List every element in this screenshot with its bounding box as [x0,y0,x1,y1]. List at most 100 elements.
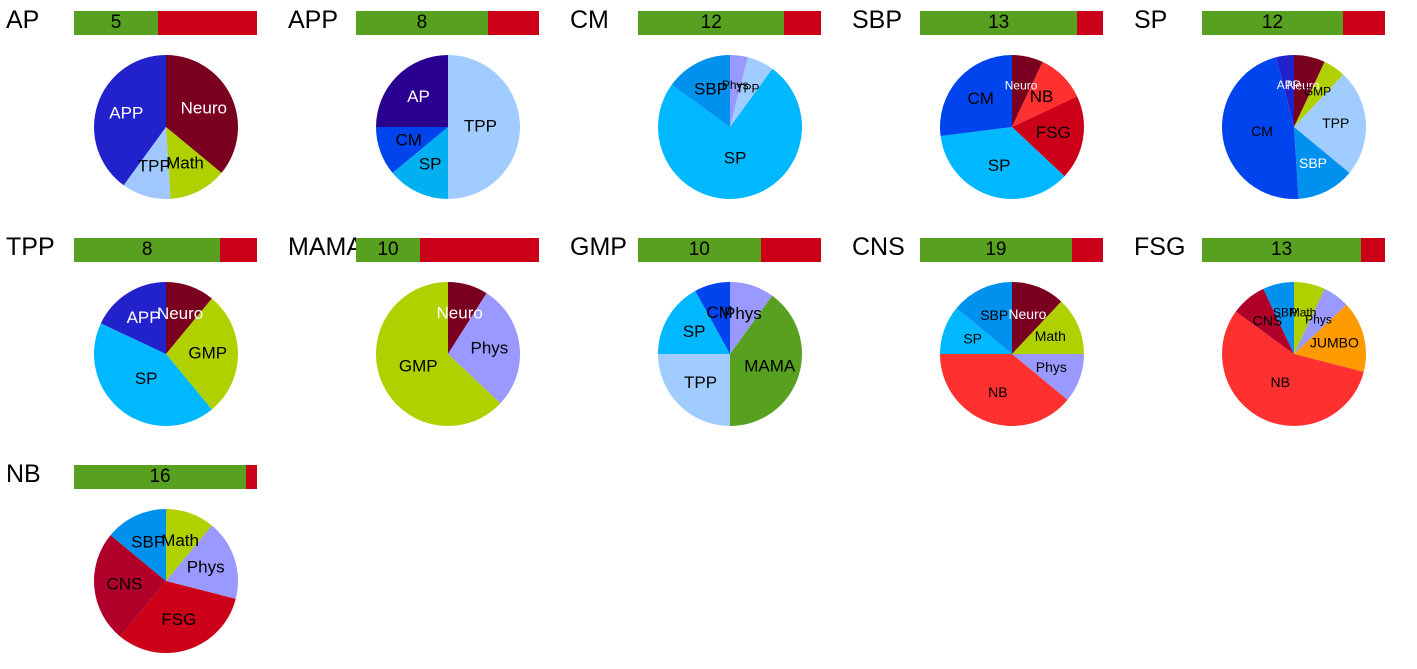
score-bar: 16 [74,465,257,489]
pie-slice [1012,96,1085,177]
chart-title: APP [288,6,339,34]
pie-slice [123,127,171,200]
slice-label: Phys [1305,312,1332,326]
pie-slice [956,282,1012,354]
slice-label: Neuro [181,99,227,118]
slice-label: TPP [464,116,497,135]
score-bar-good: 8 [74,238,221,262]
pie-chart: Neuro Phys GMP [376,282,521,426]
score-bar-good: 12 [638,11,785,35]
slice-label: CM [1251,123,1273,139]
slice-label: APP [109,104,143,123]
slice-label: Neuro [1008,306,1046,322]
slice-label: APP [127,308,161,327]
score-count: 13 [988,12,1010,33]
score-bar-good: 13 [1202,238,1362,262]
slice-label: SP [988,156,1011,175]
pie-slice [1012,282,1062,354]
score-count: 13 [1271,239,1293,260]
slice-label: Phys [1036,359,1067,375]
chart-title: GMP [570,233,627,261]
slice-label: FSG [161,610,196,629]
pie-slice [100,282,166,354]
score-bar-bad [1361,238,1385,262]
slice-label: GMP [399,356,438,375]
pie-slice [940,55,1012,137]
score-bar-good: 19 [920,238,1072,262]
slice-label: APP [1277,78,1301,92]
score-bar: 13 [1202,238,1385,262]
pie-chart: Neuro Math Phys NB SP SBP [940,282,1084,426]
score-bar: 10 [638,238,821,262]
slice-label: Phys [187,558,225,577]
slice-label: Math [161,531,199,550]
score-bar-good: 10 [356,238,421,262]
chart-panel: GMP 10 Phys MAMA TPP SP CM [564,227,834,442]
slice-label: CNS [106,574,142,593]
pie-slice [1294,127,1350,199]
slice-label: Neuro [157,304,203,323]
slice-label: Math [166,154,204,173]
score-count: 16 [149,466,171,487]
pie-slice [671,55,730,127]
pie-slice [730,57,773,128]
slice-label: SP [683,322,706,341]
pie-slice [1012,61,1078,127]
pie-slice [940,308,1012,354]
pie-slice [1235,288,1294,354]
score-bar-good: 5 [74,11,159,35]
slice-label: CM [967,89,993,108]
pie-slice [376,282,501,426]
score-bar-good: 10 [638,238,761,262]
pie-slice [1294,282,1325,354]
chart-title: SBP [852,6,903,34]
score-bar-bad [1077,11,1103,35]
slice-label: Math [1290,305,1317,319]
slice-label: TPP [138,157,171,176]
slice-label: JUMBO [1310,334,1359,350]
chart-panel: FSG 13 Math Phys JUMBO NB CNS SBP [1128,227,1398,442]
chart-panel: SBP 13 Neuro NB FSG SP CM [846,0,1116,215]
score-count: 19 [985,239,1007,260]
chart-title: TPP [6,233,55,261]
score-bar: 5 [74,11,257,35]
slice-label: Phys [722,78,749,92]
score-count: 10 [688,239,710,260]
slice-label: Neuro [1287,78,1320,92]
score-bar-good: 16 [74,465,247,489]
pie-slice [166,509,212,581]
slice-label: TPP [1322,115,1349,131]
pie-slice [1222,311,1364,426]
pie-chart: TPP SP CM AP [376,55,520,199]
chart-title: NB [6,460,41,488]
pie-slice [448,293,521,404]
chart-title: FSG [1134,233,1186,261]
score-count: 5 [110,12,122,33]
slice-label: SBP [1299,155,1327,171]
pie-slice [94,535,166,637]
slice-label: AP [407,87,430,106]
pie-slice [166,298,238,410]
score-bar: 10 [356,238,539,262]
chart-panel: MAMA 10 Neuro Phys GMP [282,227,552,442]
score-count: 12 [700,12,722,33]
score-count: 8 [141,239,153,260]
slice-label: Neuro [1005,78,1038,92]
score-bar: 19 [920,238,1103,262]
score-bar-good: 12 [1202,11,1343,35]
pie-slice [1294,55,1325,127]
slice-label: TPP [684,373,717,392]
pie-slice [1294,288,1347,354]
pie-slice [658,290,730,354]
pie-slice [1276,55,1294,127]
pie-slice [448,55,520,199]
pie-slice [940,127,1065,200]
pie-slice [1294,74,1367,173]
pie-slice [93,323,212,427]
score-bar-bad [420,238,539,262]
score-bar-bad [487,11,539,35]
